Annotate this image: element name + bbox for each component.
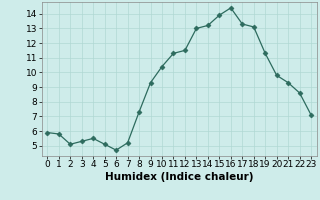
X-axis label: Humidex (Indice chaleur): Humidex (Indice chaleur) (105, 172, 253, 182)
